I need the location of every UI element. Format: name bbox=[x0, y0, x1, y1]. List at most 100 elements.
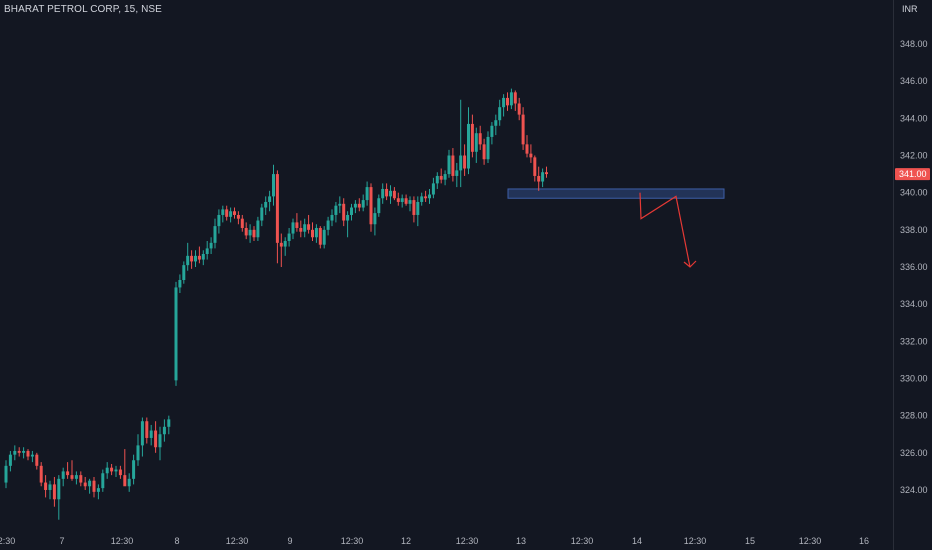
candle bbox=[459, 99, 463, 188]
last-price-label: 341.00 bbox=[899, 169, 927, 179]
candle bbox=[248, 224, 252, 243]
candle-body bbox=[268, 196, 272, 202]
candle-body bbox=[533, 157, 537, 176]
y-tick-label: 334.00 bbox=[900, 299, 928, 309]
candle bbox=[8, 450, 12, 472]
candle-body bbox=[287, 233, 291, 241]
candle bbox=[361, 194, 365, 212]
candle bbox=[447, 149, 451, 178]
candle bbox=[182, 261, 186, 284]
candle-body bbox=[209, 242, 213, 249]
candle bbox=[233, 207, 236, 219]
candle bbox=[39, 462, 43, 487]
candle bbox=[79, 471, 83, 487]
candle bbox=[385, 183, 389, 201]
candle bbox=[318, 226, 322, 249]
candle-body bbox=[455, 170, 459, 176]
candle bbox=[140, 417, 144, 457]
candle bbox=[35, 452, 39, 470]
candle-body bbox=[52, 484, 56, 500]
candle bbox=[74, 471, 78, 485]
candle bbox=[221, 205, 225, 223]
candle-body bbox=[205, 248, 209, 254]
y-tick-label: 338.00 bbox=[900, 225, 928, 235]
candle bbox=[311, 222, 314, 241]
candle bbox=[474, 127, 478, 163]
candle bbox=[186, 242, 190, 271]
candle-body bbox=[178, 280, 182, 288]
candle-body bbox=[346, 214, 350, 221]
x-tick-label: 12:30 bbox=[456, 536, 479, 546]
time-axis[interactable]: 12:30 7 12:30 8 12:30 9 12:30 12 12:30 13 12:30 14 1… bbox=[0, 536, 869, 546]
candle-body bbox=[83, 482, 87, 487]
candle bbox=[217, 209, 221, 234]
x-tick-label: 9 bbox=[287, 536, 292, 546]
candle bbox=[236, 211, 240, 225]
candle bbox=[525, 135, 529, 158]
candle bbox=[431, 177, 435, 199]
candle-body bbox=[101, 473, 105, 489]
candle bbox=[66, 462, 70, 479]
candle bbox=[513, 90, 517, 111]
price-axis[interactable]: 324.00 326.00 328.00 330.00 332.00 334.00 336.… bbox=[895, 39, 930, 495]
candle bbox=[326, 216, 330, 236]
candle-body bbox=[66, 471, 70, 476]
projection-layer bbox=[639, 192, 697, 268]
candle bbox=[174, 281, 178, 386]
candle bbox=[17, 447, 21, 457]
candle bbox=[342, 198, 346, 227]
candle-body bbox=[334, 205, 338, 215]
x-tick-label: 8 bbox=[174, 536, 179, 546]
candle bbox=[509, 88, 513, 110]
x-tick-label: 16 bbox=[859, 536, 869, 546]
candle bbox=[350, 203, 353, 221]
candle bbox=[279, 233, 283, 267]
candle-body bbox=[48, 484, 52, 490]
candle bbox=[26, 449, 30, 461]
candle bbox=[145, 417, 149, 444]
candle-body bbox=[307, 224, 311, 230]
candle-body bbox=[30, 454, 34, 457]
candle-body bbox=[4, 465, 8, 483]
candle-body bbox=[318, 227, 322, 245]
candle bbox=[209, 237, 213, 254]
candle-body bbox=[264, 201, 268, 208]
candle bbox=[322, 226, 326, 249]
candle bbox=[88, 478, 92, 494]
candle bbox=[132, 454, 136, 485]
candle-body bbox=[545, 172, 548, 175]
candle bbox=[291, 218, 295, 240]
candle bbox=[105, 462, 109, 479]
candle-body bbox=[439, 175, 443, 180]
candle-body bbox=[435, 175, 439, 184]
candle-body bbox=[303, 224, 307, 232]
candle-body bbox=[17, 450, 21, 453]
candle-body bbox=[521, 114, 525, 145]
candle bbox=[404, 194, 408, 206]
candle bbox=[61, 467, 65, 487]
candle-body bbox=[186, 255, 190, 266]
candle-body bbox=[225, 209, 229, 217]
candle bbox=[412, 196, 416, 223]
candle-body bbox=[105, 467, 109, 474]
candle-body bbox=[408, 200, 412, 204]
candle-body bbox=[416, 201, 420, 215]
candle bbox=[92, 476, 96, 498]
candle bbox=[162, 419, 166, 442]
candle-body bbox=[330, 214, 334, 221]
candle bbox=[416, 196, 420, 227]
candle bbox=[197, 246, 201, 264]
candle-body bbox=[248, 229, 252, 236]
candle-body bbox=[8, 454, 12, 466]
candle-body bbox=[396, 198, 400, 202]
x-tick-label: 15 bbox=[745, 536, 755, 546]
candle-body bbox=[291, 222, 295, 234]
candle bbox=[283, 237, 287, 256]
candle-body bbox=[197, 255, 201, 260]
candle-body bbox=[194, 255, 197, 262]
candle-body bbox=[428, 194, 431, 199]
candle bbox=[490, 122, 494, 145]
candle bbox=[264, 196, 268, 215]
candle bbox=[373, 207, 377, 236]
